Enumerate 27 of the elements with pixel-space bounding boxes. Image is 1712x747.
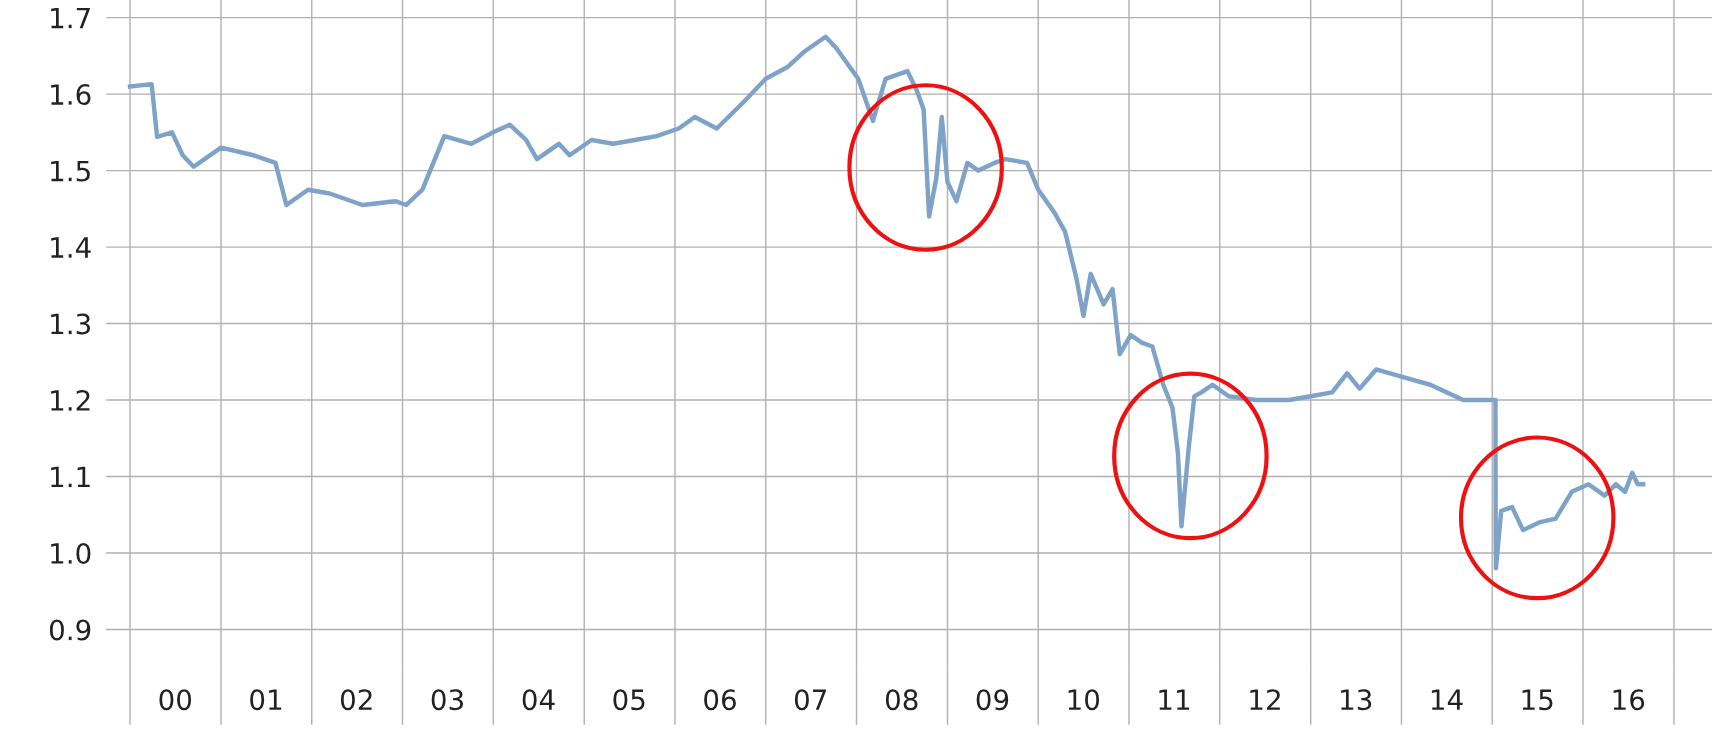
line-series (127, 34, 1646, 571)
x-tick-label: 16 (1613, 689, 1645, 711)
x-tick-label: 04 (522, 689, 555, 711)
y-tick-label: 1.6 (51, 84, 91, 106)
x-tick-label: 14 (1431, 689, 1463, 710)
x-tick-label: 06 (704, 689, 736, 711)
x-tick-label: 09 (976, 689, 1009, 711)
y-tick-label: 0.9 (49, 619, 91, 641)
y-tick-label: 1.1 (51, 466, 90, 488)
x-tick-label: 15 (1522, 689, 1553, 711)
y-tick-label: 1.5 (51, 160, 90, 182)
x-tick-label: 11 (1159, 689, 1190, 710)
x-tick-label: 01 (250, 689, 282, 711)
x-tick-label: 07 (794, 689, 827, 711)
x-tick-label: 02 (340, 689, 372, 711)
x-tick-label: 05 (613, 689, 645, 711)
y-tick-label: 1.3 (51, 313, 91, 335)
y-tick-label: 1.7 (51, 7, 90, 29)
x-tick-label: 12 (1250, 689, 1280, 710)
x-tick-label: 00 (159, 689, 192, 711)
x-tick-label: 13 (1341, 689, 1372, 711)
y-tick-label: 1.4 (51, 237, 91, 258)
x-tick-label: 03 (431, 689, 463, 711)
x-tick-label: 08 (885, 689, 918, 711)
x-tick-label: 10 (1068, 689, 1100, 711)
y-tick-label: 1.2 (51, 389, 90, 411)
y-tick-label: 1.0 (51, 542, 91, 564)
